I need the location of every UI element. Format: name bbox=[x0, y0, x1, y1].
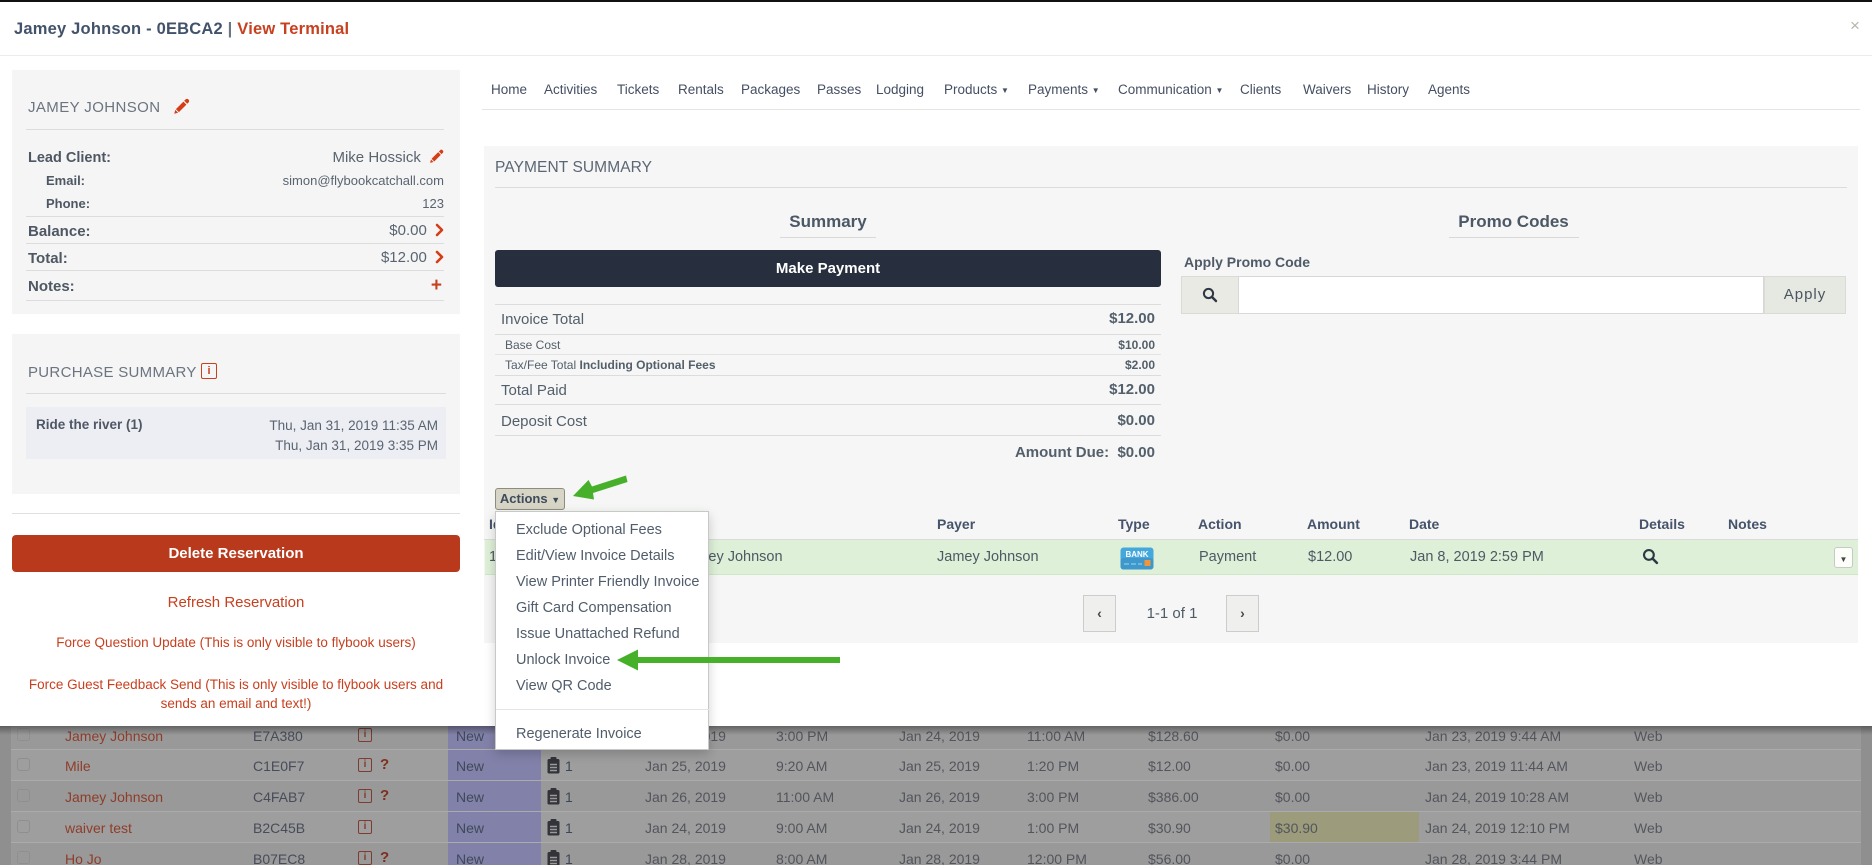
svg-text:BANK: BANK bbox=[1125, 550, 1148, 559]
